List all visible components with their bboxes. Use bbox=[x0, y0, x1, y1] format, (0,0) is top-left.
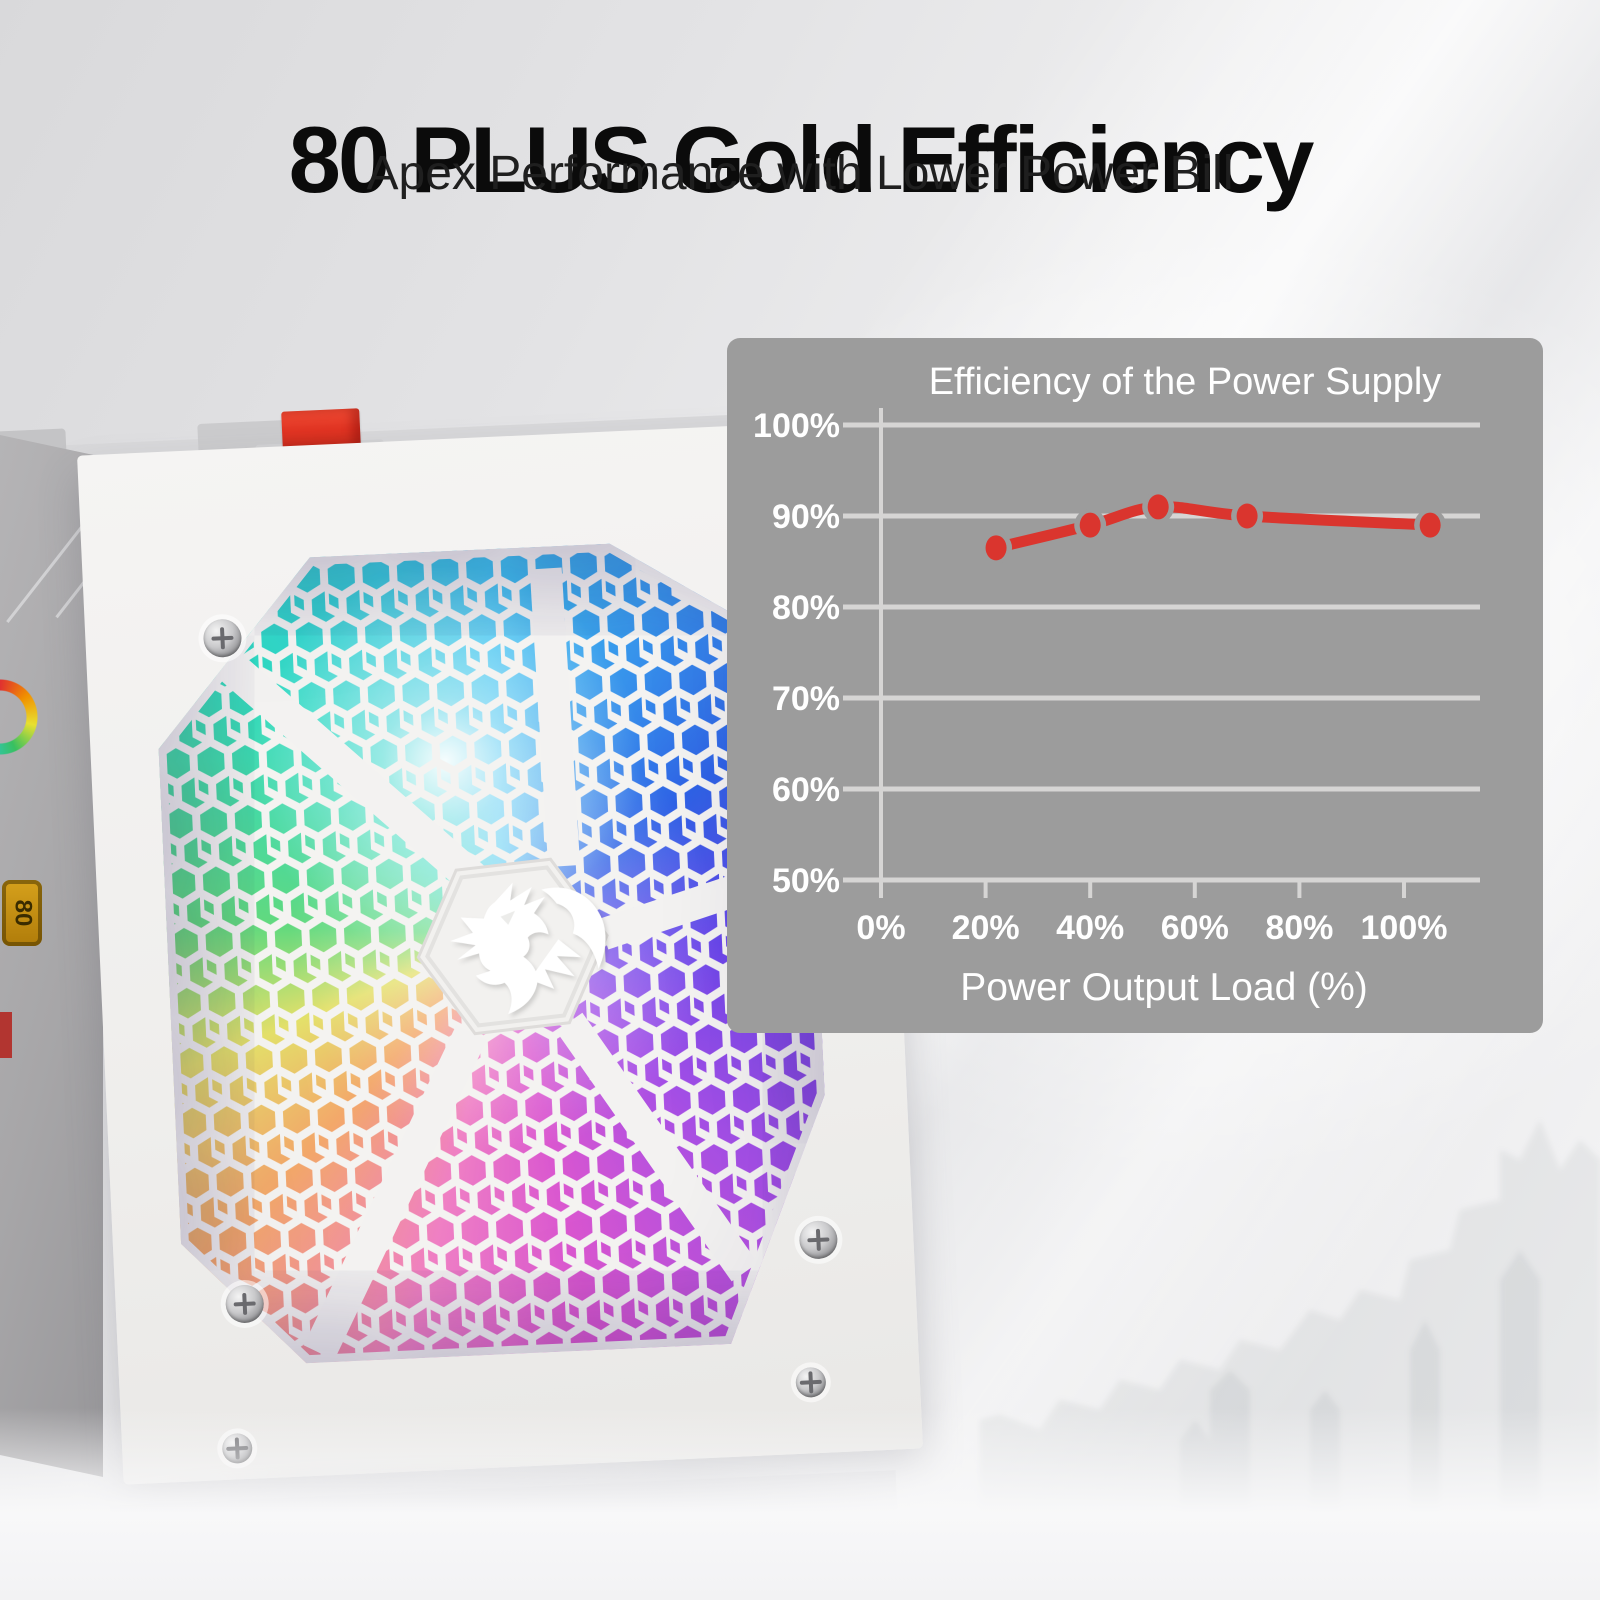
strut bbox=[305, 1032, 486, 1352]
x-axis-title: Power Output Load (%) bbox=[960, 966, 1368, 1009]
data-point-marker-2 bbox=[1147, 494, 1169, 520]
x-tick-label-100: 100% bbox=[1361, 909, 1448, 947]
y-tick-label-90: 90% bbox=[772, 498, 840, 536]
strut bbox=[569, 1014, 745, 1279]
dragon-eye bbox=[500, 911, 515, 925]
side-red-label bbox=[0, 1012, 12, 1058]
data-point-marker-3 bbox=[1236, 503, 1258, 529]
x-tick-label-0: 0% bbox=[856, 909, 905, 947]
y-tick-label-70: 70% bbox=[772, 680, 840, 718]
dragon-wing bbox=[541, 885, 607, 971]
page-subtitle: Apex Performance with Lower Power Bill bbox=[366, 147, 1234, 200]
hexagon-badge-recess bbox=[419, 863, 607, 1031]
floor-fade bbox=[0, 1408, 1600, 1600]
chart-title: Efficiency of the Power Supply bbox=[929, 361, 1442, 403]
fan-shutter-struts bbox=[196, 557, 833, 1357]
redragon-dragon-logo-icon bbox=[448, 878, 609, 1016]
phillips-screw-icon bbox=[798, 1220, 839, 1260]
x-tick-label-80: 80% bbox=[1265, 909, 1333, 947]
y-tick-label-100: 100% bbox=[753, 407, 840, 445]
strut bbox=[546, 568, 565, 866]
strut bbox=[198, 626, 474, 892]
y-tick-label-60: 60% bbox=[772, 771, 840, 809]
phillips-screw-icon bbox=[224, 1284, 265, 1324]
fan-grille-overlay bbox=[150, 535, 836, 1370]
x-tick-label-60: 60% bbox=[1161, 909, 1229, 947]
gold-80plus-badge: 80 bbox=[2, 880, 42, 946]
chart-panel-background bbox=[727, 338, 1543, 1033]
fan-honeycomb-grille bbox=[150, 535, 836, 1370]
x-tick-label-20: 20% bbox=[952, 909, 1020, 947]
gold-badge-label: 80 bbox=[8, 899, 36, 927]
x-tick-label-40: 40% bbox=[1056, 909, 1124, 947]
y-tick-label-50: 50% bbox=[772, 862, 840, 900]
psu-front-face bbox=[77, 419, 923, 1485]
page-title: 80 PLUS Gold Efficiency bbox=[288, 106, 1315, 212]
dragon-head bbox=[448, 881, 553, 1017]
phillips-screw-icon bbox=[795, 1366, 827, 1399]
dragon-flame-spikes bbox=[528, 938, 583, 990]
data-point-marker-0 bbox=[985, 535, 1007, 561]
efficiency-chart: 100% 90% 80% 70% 60% 50% 0% 20% 40% 60% 80% 100% Eff… bbox=[727, 338, 1543, 1033]
data-point-marker-1 bbox=[1079, 512, 1101, 538]
data-point-marker-4 bbox=[1419, 512, 1441, 538]
rgb-color-ring-icon bbox=[0, 673, 44, 761]
y-tick-label-80: 80% bbox=[772, 589, 840, 627]
